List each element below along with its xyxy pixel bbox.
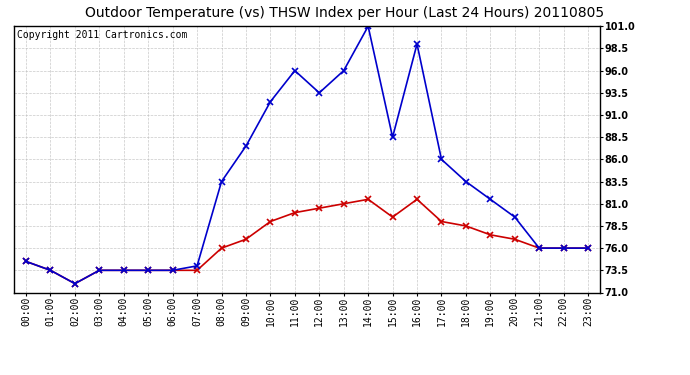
Text: Outdoor Temperature (vs) THSW Index per Hour (Last 24 Hours) 20110805: Outdoor Temperature (vs) THSW Index per … bbox=[86, 6, 604, 20]
Text: Copyright 2011 Cartronics.com: Copyright 2011 Cartronics.com bbox=[17, 30, 187, 40]
